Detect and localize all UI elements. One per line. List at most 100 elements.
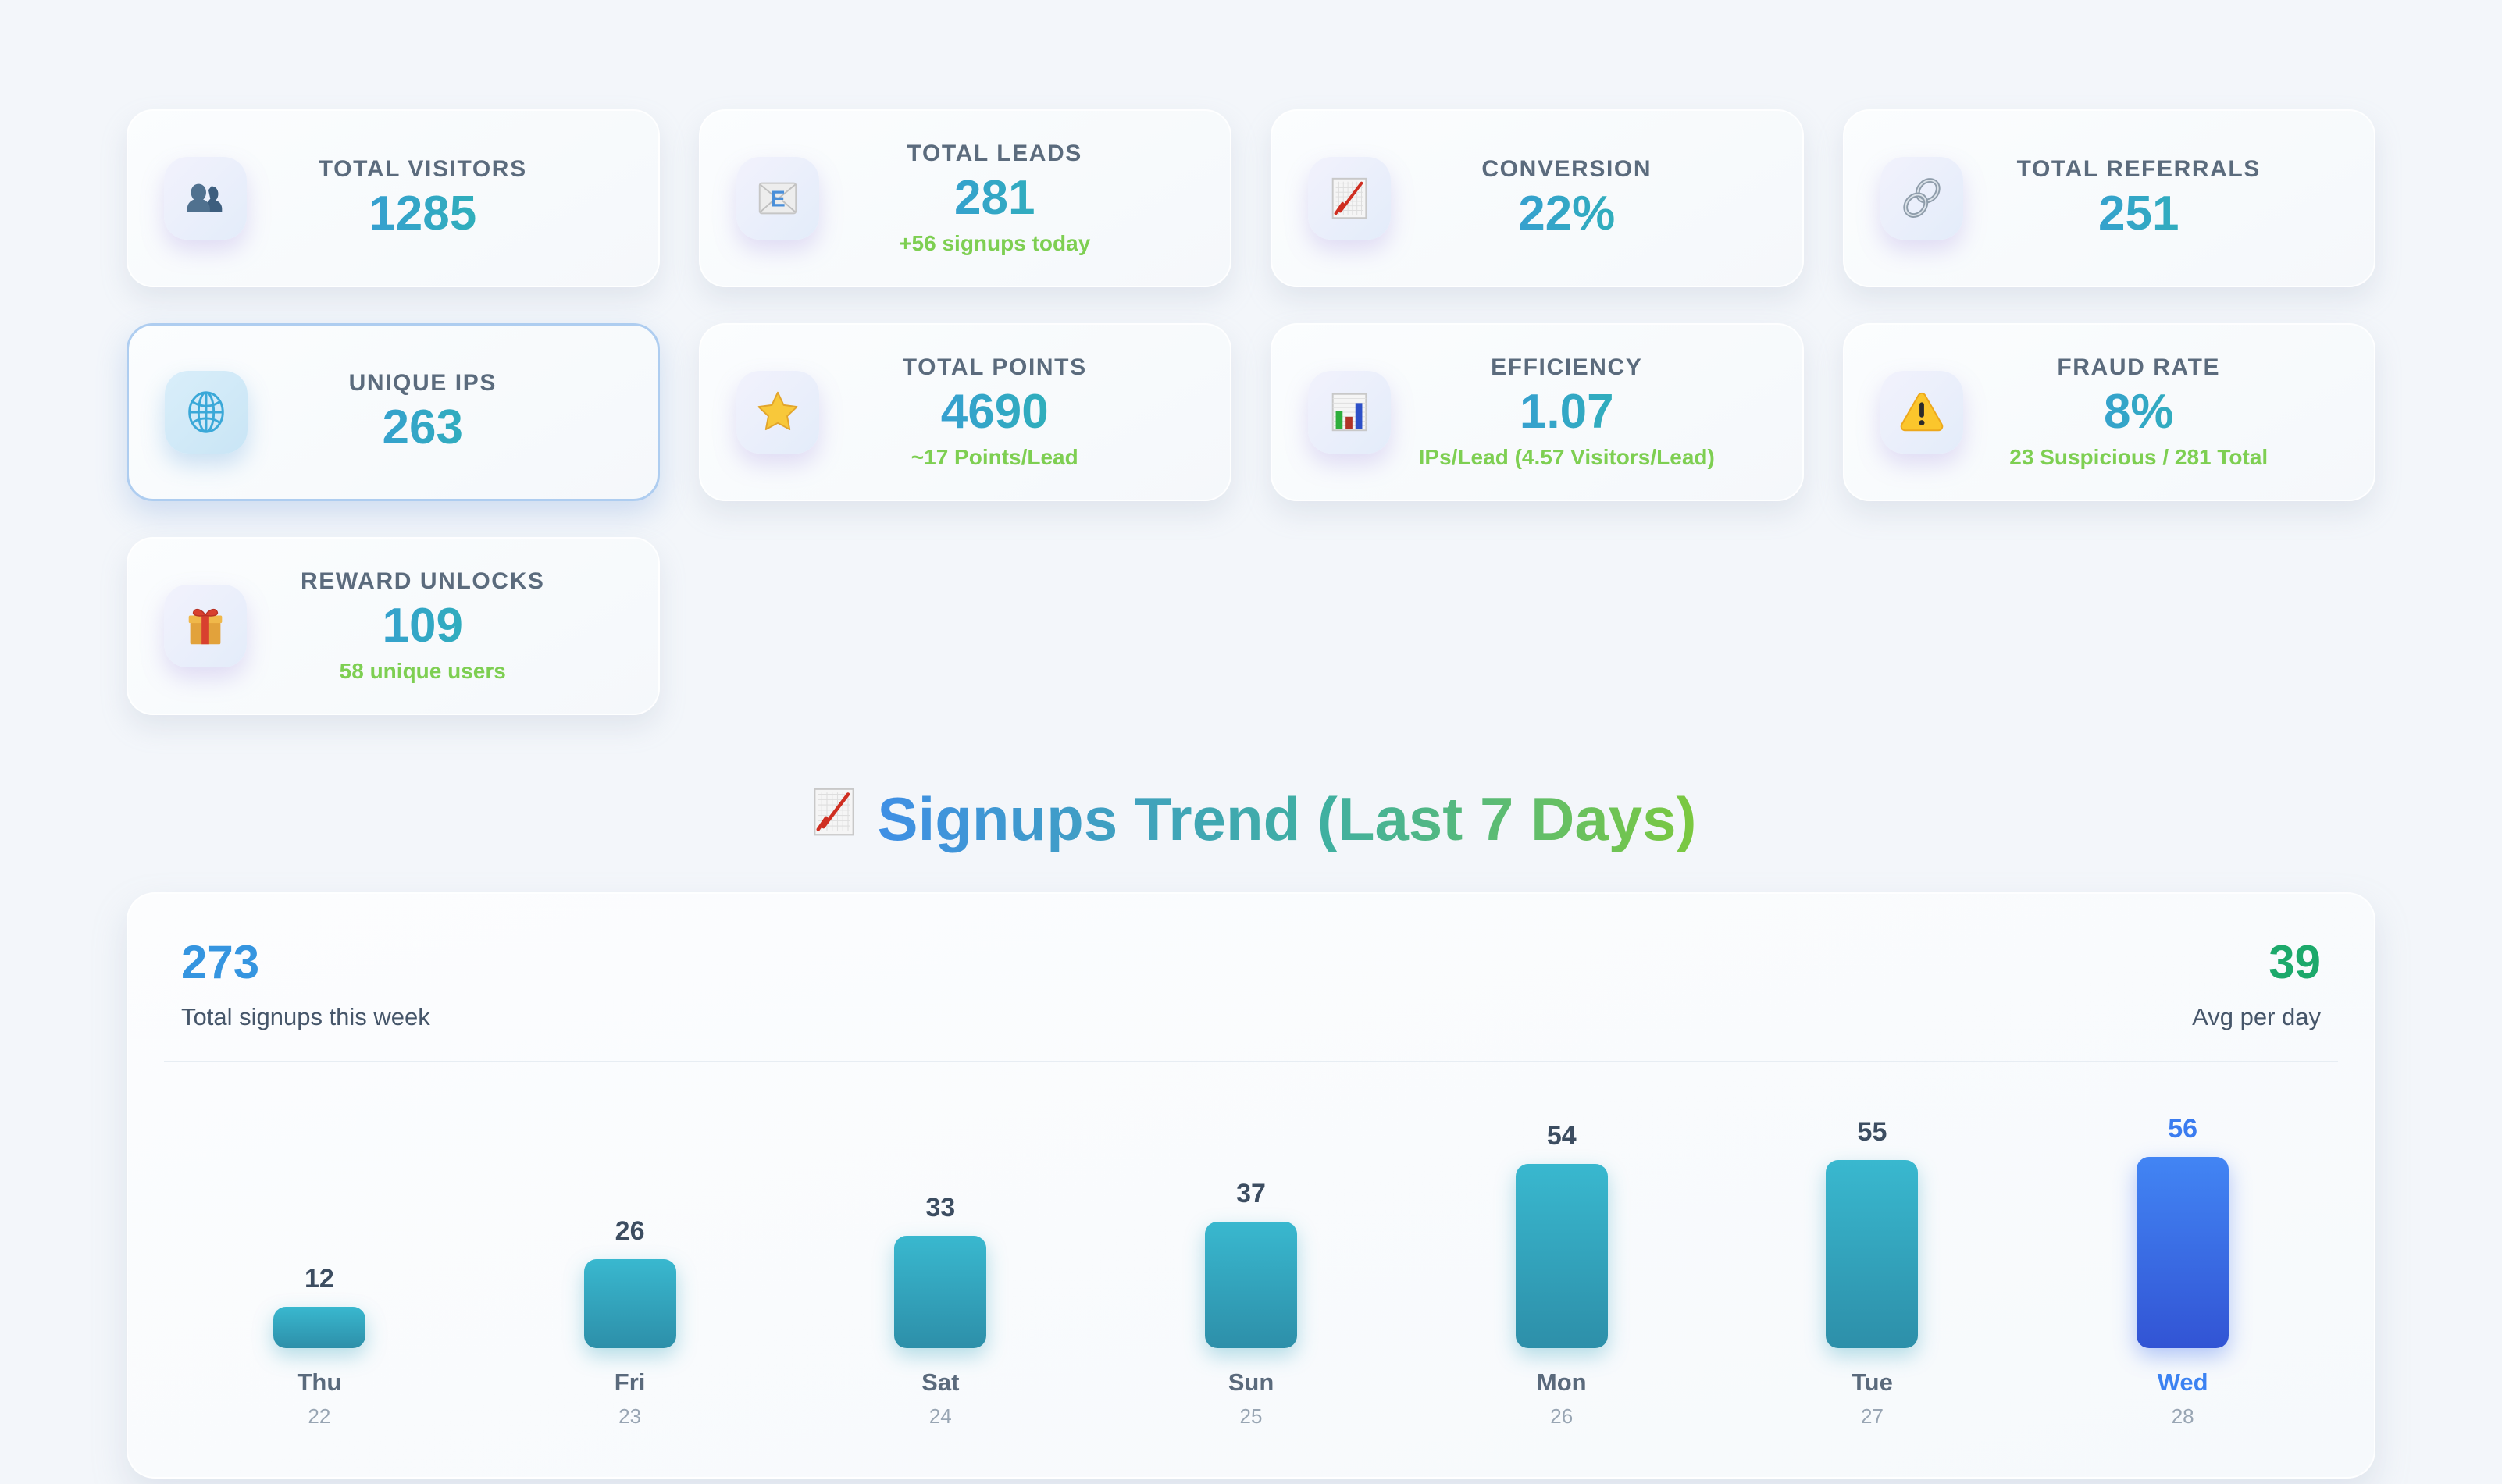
avg-per-day-summary: 39 Avg per day xyxy=(2192,939,2321,1031)
bar-column-sun: 37 Sun 25 xyxy=(1096,1083,1406,1429)
stat-subtitle: ~17 Points/Lead xyxy=(911,445,1078,470)
bar-day-label: Fri xyxy=(614,1368,646,1396)
stat-text: TOTAL LEADS 281 +56 signups today xyxy=(819,141,1195,256)
signups-trend-card: 273 Total signups this week 39 Avg per d… xyxy=(127,892,2375,1479)
bar-value: 37 xyxy=(1236,1179,1266,1208)
signups-bar[interactable] xyxy=(1515,1164,1608,1348)
stat-text: TOTAL POINTS 4690 ~17 Points/Lead xyxy=(819,354,1195,470)
stat-text: FRAUD RATE 8% 23 Suspicious / 281 Total xyxy=(1963,354,2339,470)
bar-day-label: Sun xyxy=(1228,1368,1274,1396)
bar-date-label: 25 xyxy=(1239,1404,1263,1428)
stat-text: REWARD UNLOCKS 109 58 unique users xyxy=(247,568,622,684)
stat-label: UNIQUE IPS xyxy=(348,369,497,396)
signups-bar[interactable] xyxy=(2137,1157,2229,1348)
signups-bar[interactable] xyxy=(273,1307,365,1348)
stat-label: REWARD UNLOCKS xyxy=(301,568,545,594)
gift-icon xyxy=(164,585,247,667)
section-title-text: Signups Trend (Last 7 Days) xyxy=(877,785,1697,853)
stat-label: FRAUD RATE xyxy=(2057,354,2221,380)
stat-value: 281 xyxy=(819,171,1171,225)
section-title: Signups Trend (Last 7 Days) xyxy=(127,784,2375,855)
bar-stack: 12 xyxy=(273,1083,365,1348)
stat-card-total-referrals[interactable]: TOTAL REFERRALS 251 xyxy=(1842,109,2375,287)
stat-subtitle: +56 signups today xyxy=(899,231,1091,256)
bar-date-label: 27 xyxy=(1860,1404,1884,1428)
stat-label: TOTAL VISITORS xyxy=(318,155,527,182)
signups-bar-chart: 12 Thu 22 26 Fri 23 33 Sat 24 37 Sun 25 54 Mon 26 55 Tue… xyxy=(164,1083,2338,1429)
users-icon xyxy=(164,157,247,240)
bar-stack: 55 xyxy=(1826,1083,1919,1348)
stat-label: TOTAL REFERRALS xyxy=(2016,155,2261,182)
stat-label: CONVERSION xyxy=(1481,155,1652,182)
bar-date-label: 28 xyxy=(2171,1404,2194,1428)
signups-bar[interactable] xyxy=(894,1236,987,1348)
stat-text: TOTAL REFERRALS 251 xyxy=(1963,156,2339,240)
bar-date-label: 24 xyxy=(928,1404,952,1428)
total-signups-value: 273 xyxy=(181,936,260,988)
bar-day-label: Sat xyxy=(921,1368,960,1396)
stat-value: 1.07 xyxy=(1391,385,1743,439)
stat-subtitle: 23 Suspicious / 281 Total xyxy=(2009,445,2269,470)
stat-card-total-points[interactable]: TOTAL POINTS 4690 ~17 Points/Lead xyxy=(698,323,1231,501)
stat-label: TOTAL POINTS xyxy=(902,354,1087,380)
link-icon xyxy=(1880,157,1963,240)
bar-column-wed: 56 Wed 28 xyxy=(2027,1083,2338,1429)
chart-header: 273 Total signups this week 39 Avg per d… xyxy=(164,939,2338,1061)
star-icon xyxy=(736,371,819,454)
warning-icon xyxy=(1880,371,1963,454)
bar-date-label: 22 xyxy=(308,1404,331,1428)
stat-value: 109 xyxy=(247,599,599,653)
stat-card-conversion[interactable]: CONVERSION 22% xyxy=(1271,109,1804,287)
bar-stack: 33 xyxy=(894,1083,987,1348)
stat-value: 1285 xyxy=(247,187,599,240)
bar-value: 33 xyxy=(925,1193,956,1222)
signups-bar[interactable] xyxy=(1826,1160,1919,1348)
bar-date-label: 26 xyxy=(1550,1404,1574,1428)
bar-value: 26 xyxy=(615,1216,645,1246)
stat-label: TOTAL LEADS xyxy=(907,140,1082,166)
bar-column-tue: 55 Tue 27 xyxy=(1717,1083,2028,1429)
email-icon: E xyxy=(736,157,819,240)
stat-card-reward-unlocks[interactable]: REWARD UNLOCKS 109 58 unique users xyxy=(127,537,660,715)
signups-bar[interactable] xyxy=(1205,1222,1298,1348)
stat-card-fraud-rate[interactable]: FRAUD RATE 8% 23 Suspicious / 281 Total xyxy=(1842,323,2375,501)
globe-icon xyxy=(165,371,248,454)
stat-value: 251 xyxy=(1963,187,2315,240)
bar-date-label: 23 xyxy=(618,1404,642,1428)
signups-bar[interactable] xyxy=(583,1259,676,1348)
bar-stack: 56 xyxy=(2137,1083,2229,1348)
bar-day-label: Wed xyxy=(2157,1368,2208,1396)
stat-value: 4690 xyxy=(819,385,1171,439)
stat-subtitle: IPs/Lead (4.57 Visitors/Lead) xyxy=(1418,445,1715,470)
divider xyxy=(164,1061,2338,1062)
bar-column-sat: 33 Sat 24 xyxy=(785,1083,1096,1429)
bar-stack: 54 xyxy=(1515,1083,1608,1348)
stats-grid: TOTAL VISITORS 1285 E TOTAL LEADS 281 +56 sig… xyxy=(127,109,2375,715)
avg-per-day-label: Avg per day xyxy=(2192,1003,2321,1030)
bar-value: 54 xyxy=(1546,1121,1577,1151)
bar-day-label: Mon xyxy=(1536,1368,1587,1396)
bar-value: 55 xyxy=(1857,1117,1887,1147)
bar-day-label: Tue xyxy=(1852,1368,1893,1396)
svg-text:E: E xyxy=(770,187,785,212)
bar-column-fri: 26 Fri 23 xyxy=(475,1083,786,1429)
bar-day-label: Thu xyxy=(297,1368,342,1396)
stat-subtitle: 58 unique users xyxy=(339,659,506,684)
bar-stack: 37 xyxy=(1205,1083,1298,1348)
avg-per-day-value: 39 xyxy=(2269,936,2321,988)
bar-value: 12 xyxy=(304,1264,334,1294)
bar-value: 56 xyxy=(2168,1114,2198,1144)
bar-chart-icon xyxy=(1308,371,1391,454)
stat-value: 263 xyxy=(248,400,598,454)
stat-card-efficiency[interactable]: EFFICIENCY 1.07 IPs/Lead (4.57 Visitors/Le… xyxy=(1271,323,1804,501)
stat-text: CONVERSION 22% xyxy=(1391,156,1766,240)
stat-text: TOTAL VISITORS 1285 xyxy=(247,156,622,240)
stat-value: 8% xyxy=(1963,385,2315,439)
chart-up-icon xyxy=(1308,157,1391,240)
stat-value: 22% xyxy=(1391,187,1743,240)
stat-card-unique-ips[interactable]: UNIQUE IPS 263 xyxy=(127,323,660,501)
stat-card-total-leads[interactable]: E TOTAL LEADS 281 +56 signups today xyxy=(698,109,1231,287)
total-signups-summary: 273 Total signups this week xyxy=(181,939,430,1031)
stat-card-total-visitors[interactable]: TOTAL VISITORS 1285 xyxy=(127,109,660,287)
